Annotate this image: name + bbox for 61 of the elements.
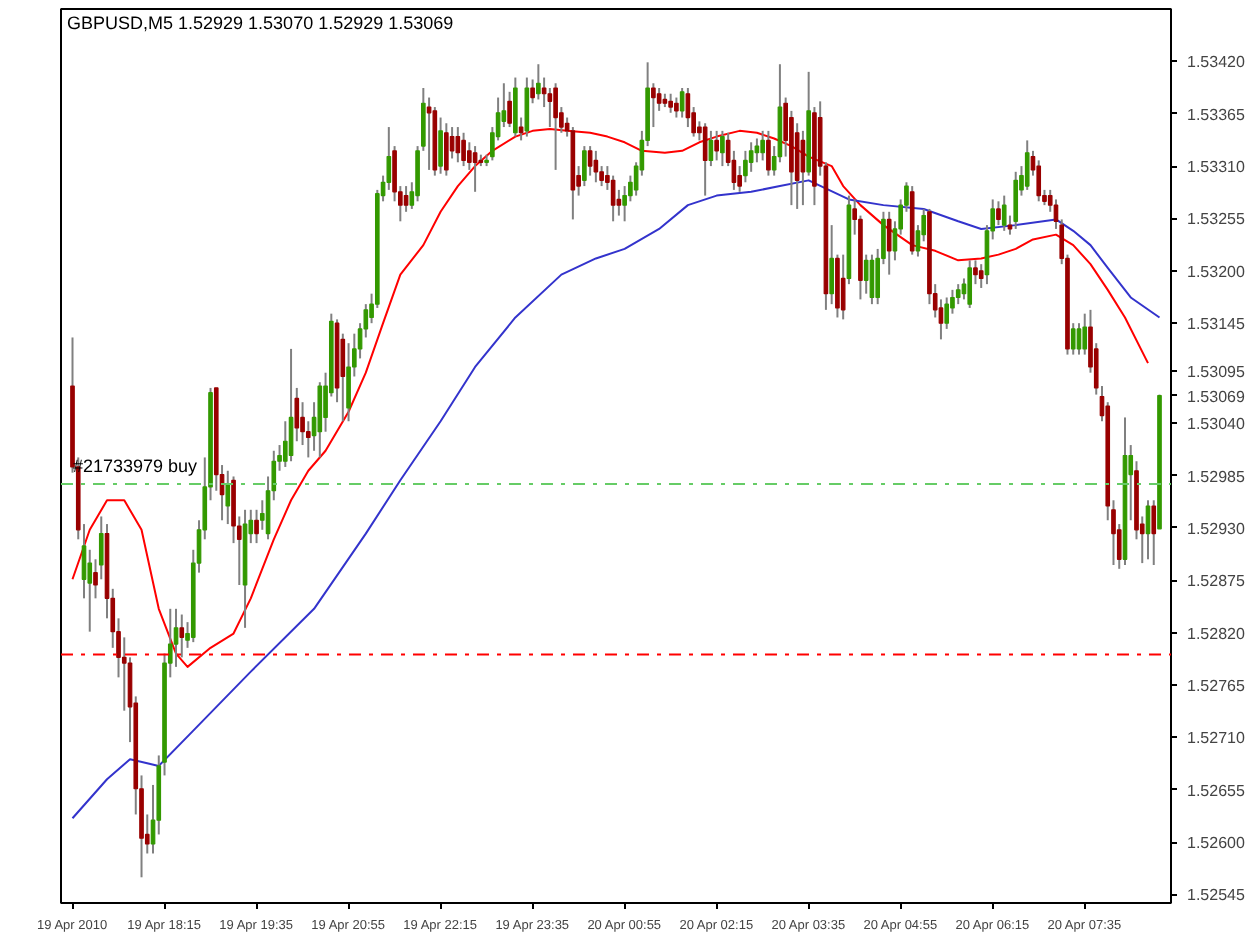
candlestick	[1013, 170, 1019, 230]
candlestick	[317, 381, 323, 459]
y-tick-label: 1.53420	[1187, 53, 1246, 72]
candlestick	[720, 129, 725, 168]
candlestick	[507, 90, 512, 129]
candlestick	[553, 82, 558, 171]
candlestick	[472, 145, 478, 193]
candlestick	[426, 96, 432, 171]
y-tick-label: 1.53255	[1187, 210, 1246, 229]
candlestick	[587, 145, 593, 177]
candlestick	[455, 126, 461, 164]
candlestick	[668, 92, 673, 114]
candlestick	[955, 283, 961, 306]
y-tick-label: 1.52820	[1187, 624, 1246, 643]
y-tick-label: 1.52545	[1187, 886, 1246, 905]
y-tick-label: 1.52710	[1187, 729, 1246, 748]
candlestick	[702, 122, 708, 197]
candlestick	[679, 87, 685, 119]
candlestick	[1036, 159, 1042, 203]
candlestick	[766, 129, 771, 177]
candlestick	[524, 76, 530, 138]
candlestick	[513, 76, 518, 138]
y-tick-label: 1.53040	[1187, 415, 1246, 434]
y-tick-label: 1.52765	[1187, 676, 1246, 695]
y-tick-label: 1.52875	[1187, 572, 1246, 591]
candlestick	[754, 137, 760, 164]
candlestick	[1151, 499, 1157, 567]
candlestick	[582, 145, 587, 188]
y-tick-label: 1.53310	[1187, 158, 1246, 177]
candlestick	[1001, 194, 1007, 232]
candlestick	[714, 129, 719, 162]
candlestick	[1070, 322, 1076, 356]
candlestick	[616, 188, 622, 217]
candlestick	[254, 508, 259, 545]
candlestick	[886, 210, 892, 276]
candlestick	[444, 122, 449, 177]
y-tick-label: 1.53095	[1187, 362, 1246, 381]
y-tick-label: 1.52985	[1187, 467, 1246, 486]
candlestick	[461, 131, 466, 168]
candlestick	[1024, 139, 1030, 191]
line-series	[71, 179, 1161, 820]
candlestick	[593, 149, 599, 184]
y-tick-label: 1.52600	[1187, 834, 1246, 853]
y-tick-label: 1.53200	[1187, 262, 1246, 281]
candlestick	[438, 116, 443, 175]
candlestick	[967, 259, 973, 309]
candlestick	[179, 613, 185, 659]
candlestick	[346, 342, 351, 423]
y-tick-label: 1.52655	[1187, 781, 1246, 800]
y-tick-label: 1.52930	[1187, 519, 1246, 538]
candlestick	[225, 469, 231, 526]
y-tick-label: 1.53069	[1187, 387, 1246, 406]
y-tick-label: 1.53145	[1187, 315, 1246, 334]
candlestick	[863, 253, 869, 295]
candlestick	[536, 63, 541, 101]
candlestick	[1076, 322, 1082, 356]
candlestick	[674, 96, 679, 119]
candlestick	[403, 185, 409, 213]
chart-title: GBPUSD,M5 1.52929 1.53070 1.52929 1.53069	[67, 13, 454, 33]
candlestick	[743, 149, 748, 184]
y-tick-label: 1.53365	[1187, 105, 1246, 124]
